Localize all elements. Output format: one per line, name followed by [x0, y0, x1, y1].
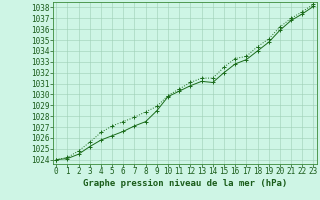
X-axis label: Graphe pression niveau de la mer (hPa): Graphe pression niveau de la mer (hPa): [83, 179, 287, 188]
